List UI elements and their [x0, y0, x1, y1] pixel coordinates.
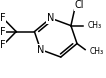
Text: N: N — [47, 13, 54, 23]
Text: F: F — [0, 27, 6, 37]
Text: CH₃: CH₃ — [87, 21, 101, 30]
Text: F: F — [0, 40, 6, 50]
Text: Cl: Cl — [74, 0, 84, 10]
Text: N: N — [37, 45, 44, 55]
Text: F: F — [0, 13, 6, 23]
Text: CH₃: CH₃ — [89, 47, 103, 56]
